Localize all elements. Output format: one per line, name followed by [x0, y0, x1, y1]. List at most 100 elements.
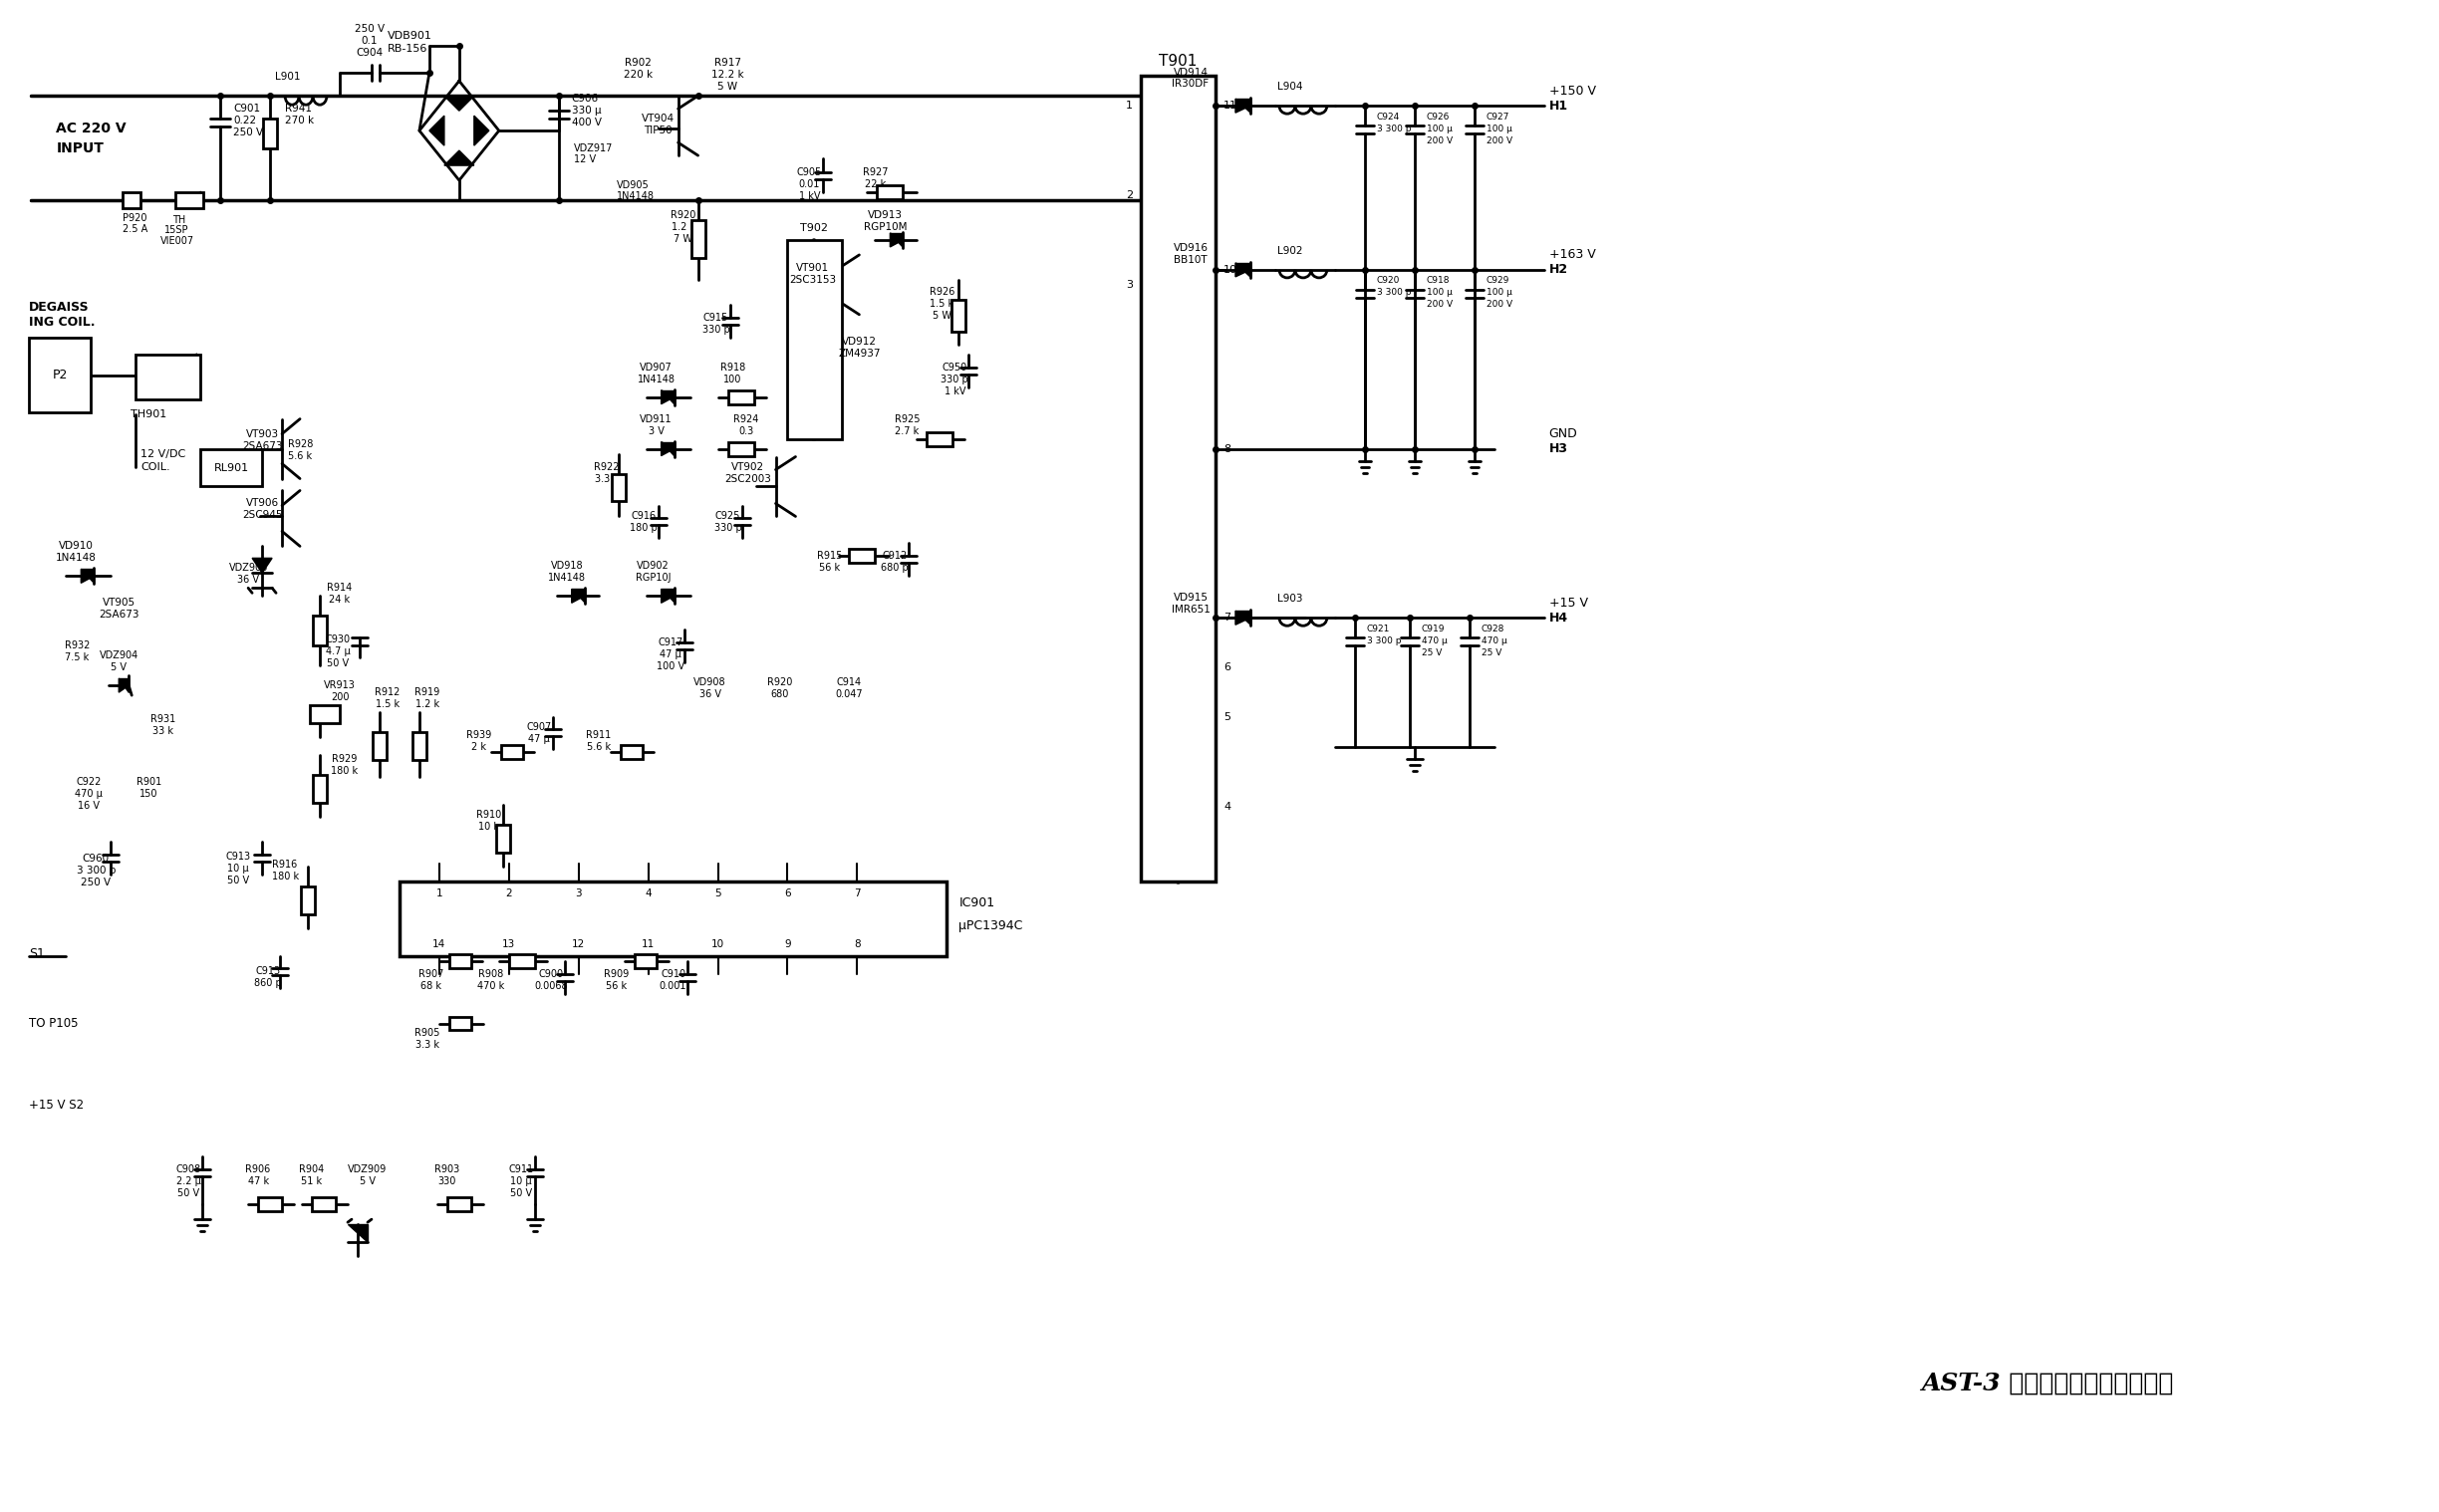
Text: 14: 14: [432, 939, 446, 950]
Text: R906: R906: [246, 1164, 271, 1175]
Text: L904: L904: [1278, 82, 1302, 92]
Text: 100 μ: 100 μ: [1485, 124, 1512, 133]
Text: 11: 11: [641, 939, 654, 950]
Text: TH901: TH901: [132, 410, 166, 419]
Polygon shape: [444, 95, 473, 110]
Text: 12 V/DC: 12 V/DC: [141, 449, 185, 458]
Text: 180 k: 180 k: [271, 871, 298, 881]
Text: 50 V: 50 V: [178, 1188, 200, 1199]
Bar: [312, 615, 327, 646]
Text: 47 k: 47 k: [249, 1176, 268, 1187]
Text: C920: C920: [1376, 277, 1400, 286]
Text: 4.7 μ: 4.7 μ: [324, 647, 351, 656]
Text: TO P105: TO P105: [29, 1018, 78, 1030]
Text: C922: C922: [76, 777, 102, 786]
Text: 13: 13: [502, 939, 515, 950]
Bar: [727, 390, 754, 404]
Text: C906: C906: [571, 94, 598, 104]
Bar: [612, 473, 624, 502]
Bar: [412, 732, 427, 761]
Text: 680 p: 680 p: [880, 562, 910, 573]
Text: 1 kV: 1 kV: [944, 386, 966, 396]
Text: R929: R929: [332, 754, 359, 764]
Text: VD902: VD902: [637, 561, 671, 572]
Text: ZM4937: ZM4937: [839, 348, 880, 358]
Text: 4: 4: [644, 888, 651, 898]
Text: 0.0068: 0.0068: [534, 981, 568, 990]
Text: R916: R916: [273, 859, 298, 869]
Bar: [634, 954, 656, 968]
Text: 470 μ: 470 μ: [1480, 637, 1507, 646]
Text: 2SA673: 2SA673: [241, 442, 283, 451]
Text: VDZ904: VDZ904: [100, 650, 139, 661]
Text: 56 k: 56 k: [820, 562, 839, 573]
Text: VD914: VD914: [1173, 68, 1207, 79]
Polygon shape: [1237, 98, 1251, 113]
Text: S1: S1: [29, 948, 44, 960]
Text: 2.5 A: 2.5 A: [122, 224, 149, 234]
Text: 4: 4: [1224, 801, 1232, 812]
Text: RB-156: RB-156: [388, 44, 427, 54]
Text: H2: H2: [1549, 263, 1568, 277]
Text: 24 k: 24 k: [329, 594, 351, 605]
Text: R922: R922: [593, 461, 620, 472]
Text: 7: 7: [1224, 612, 1232, 623]
Text: R902: R902: [624, 57, 651, 68]
Text: INPUT: INPUT: [56, 142, 105, 156]
Text: C918: C918: [1427, 277, 1449, 286]
Text: 1N4148: 1N4148: [637, 373, 676, 384]
Text: 200: 200: [332, 692, 349, 702]
Text: C917: C917: [659, 638, 683, 647]
Text: R920: R920: [766, 677, 793, 688]
Text: 7: 7: [854, 888, 861, 898]
Text: VR913: VR913: [324, 680, 356, 691]
Text: R912: R912: [376, 688, 400, 697]
Text: DEGAISS: DEGAISS: [29, 301, 90, 314]
Polygon shape: [120, 679, 129, 692]
Text: R911: R911: [585, 730, 612, 739]
Text: 9: 9: [785, 939, 790, 950]
Text: VT906: VT906: [246, 499, 278, 508]
Text: R918: R918: [720, 363, 746, 372]
Text: 250 V: 250 V: [354, 24, 385, 35]
Text: VIE007: VIE007: [161, 236, 195, 246]
Text: μPC1394C: μPC1394C: [959, 919, 1022, 933]
Text: VDB901: VDB901: [388, 32, 432, 41]
Text: 2SC2003: 2SC2003: [724, 473, 771, 484]
Text: RL901: RL901: [215, 463, 249, 473]
Text: 7 W: 7 W: [673, 234, 693, 243]
Text: C913: C913: [227, 851, 251, 862]
Text: 47 μ: 47 μ: [659, 650, 680, 659]
Text: 22 k: 22 k: [863, 180, 885, 189]
Text: C904: C904: [356, 48, 383, 57]
Text: C925: C925: [715, 511, 741, 522]
Text: L901: L901: [276, 73, 300, 82]
Text: C928: C928: [1480, 624, 1505, 634]
Bar: [29, 337, 90, 411]
Bar: [620, 745, 641, 759]
Text: C911: C911: [507, 1164, 534, 1175]
Text: R941: R941: [285, 104, 312, 113]
Text: C907: C907: [527, 723, 551, 732]
Text: 3 300 p: 3 300 p: [1376, 289, 1412, 298]
Text: 220 k: 220 k: [624, 70, 654, 80]
Text: 2.2 μ: 2.2 μ: [176, 1176, 200, 1187]
Text: 5 V: 5 V: [359, 1176, 376, 1187]
Text: 470 μ: 470 μ: [76, 789, 102, 798]
Text: 2SC3153: 2SC3153: [788, 275, 837, 284]
Text: 1.2 k: 1.2 k: [415, 700, 439, 709]
Text: 3 V: 3 V: [649, 426, 663, 435]
Polygon shape: [444, 151, 473, 165]
Bar: [312, 774, 327, 803]
Polygon shape: [1237, 611, 1251, 624]
Text: 11: 11: [1224, 101, 1237, 110]
Text: 51 k: 51 k: [302, 1176, 322, 1187]
Text: C910: C910: [661, 969, 685, 978]
Text: 250 V: 250 V: [234, 127, 263, 138]
Text: 2SC945: 2SC945: [241, 511, 283, 520]
Text: 6: 6: [1224, 662, 1229, 673]
Text: R926: R926: [929, 287, 954, 296]
Bar: [122, 192, 141, 209]
Text: 680: 680: [771, 689, 788, 700]
Text: VDZ917: VDZ917: [573, 144, 612, 154]
